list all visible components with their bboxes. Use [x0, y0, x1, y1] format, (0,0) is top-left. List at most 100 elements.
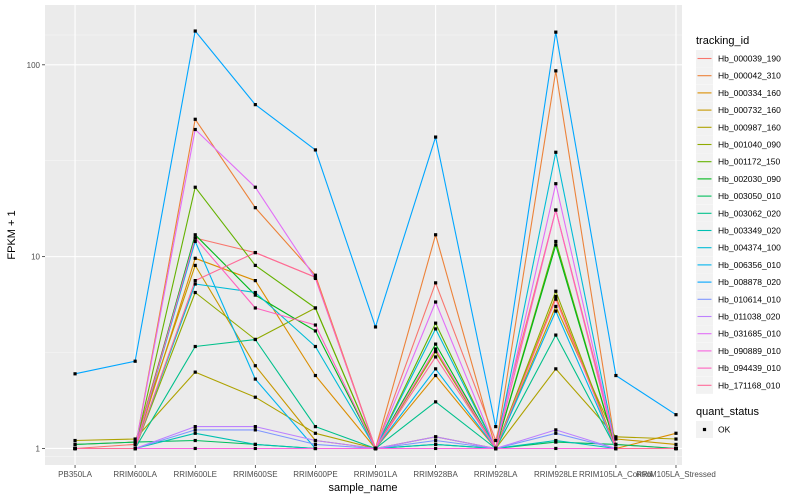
data-point — [434, 442, 438, 447]
legend-label: Hb_000039_190 — [718, 54, 781, 64]
grid-minor — [45, 34, 682, 458]
legend-label: Hb_171168_010 — [718, 380, 781, 390]
data-point — [554, 367, 558, 371]
y-tick-label: 1 — [36, 444, 41, 453]
legend-items: Hb_000039_190 Hb_000042_310 Hb_000334_160 H… — [696, 50, 781, 394]
data-point — [554, 150, 558, 154]
data-point — [193, 446, 197, 451]
data-point — [253, 103, 257, 107]
data-point — [554, 438, 558, 443]
data-point — [434, 373, 438, 378]
data-point — [253, 279, 257, 283]
legend-label: Hb_090889_010 — [718, 346, 781, 356]
data-point — [674, 431, 678, 435]
x-tick-label: RRIM600LE — [173, 470, 217, 479]
data-point — [434, 367, 438, 371]
data-point — [133, 446, 137, 451]
data-point — [434, 281, 438, 285]
y-tick-label: 10 — [31, 253, 40, 262]
legend-label: Hb_003349_020 — [718, 226, 781, 236]
data-point — [253, 428, 257, 432]
data-point — [313, 446, 318, 451]
data-point — [674, 442, 678, 447]
legend-label: Hb_000987_160 — [718, 122, 781, 132]
data-point — [554, 182, 558, 186]
data-point — [193, 256, 197, 260]
x-tick-label: RRIM105LA_Control — [579, 470, 653, 479]
data-point — [373, 446, 378, 451]
data-point — [133, 442, 137, 447]
data-point — [494, 446, 498, 451]
data-point — [253, 446, 257, 451]
data-point — [434, 233, 438, 237]
x-tick-label: RRIM928BA — [413, 470, 458, 479]
data-point — [313, 431, 318, 435]
data-point — [554, 69, 558, 73]
data-point — [253, 250, 257, 255]
data-point — [253, 206, 257, 210]
y-axis: 1 10 100 — [27, 61, 45, 453]
data-point — [253, 290, 257, 295]
data-point — [193, 29, 197, 33]
x-axis-title: sample_name — [328, 482, 397, 494]
data-point — [193, 263, 197, 268]
data-point — [434, 349, 438, 354]
x-tick-label: RRIM600SE — [233, 470, 277, 479]
data-point — [434, 321, 438, 325]
legend-shape-label: OK — [718, 425, 731, 435]
data-point — [674, 437, 678, 441]
data-point — [73, 438, 77, 443]
data-point — [193, 117, 197, 121]
data-point — [253, 337, 257, 342]
data-point — [494, 438, 498, 443]
data-point — [253, 306, 257, 310]
data-point — [434, 327, 438, 331]
data-point — [554, 297, 558, 301]
legend-label: Hb_001172_150 — [718, 157, 781, 167]
data-point — [554, 309, 558, 313]
x-axis: PB350LA RRIM600LA RRIM600LE RRIM600SE RRIM60… — [58, 465, 716, 479]
data-point — [434, 135, 438, 139]
legend-shape: OK — [696, 421, 731, 438]
data-point — [193, 282, 197, 286]
data-point — [193, 438, 197, 443]
x-tick-label: PB350LA — [58, 470, 92, 479]
legend-label: Hb_010614_010 — [718, 294, 781, 304]
data-point — [313, 373, 318, 378]
data-point — [313, 425, 318, 429]
x-tick-label: RRIM928LE — [534, 470, 578, 479]
data-point — [373, 325, 378, 329]
x-tick-label: RRIM901LA — [354, 470, 398, 479]
data-point — [674, 413, 678, 417]
data-point — [434, 400, 438, 404]
legend-label: Hb_000732_160 — [718, 105, 781, 115]
data-point — [554, 333, 558, 337]
legend-label: Hb_003050_010 — [718, 191, 781, 201]
data-point — [313, 344, 318, 349]
data-point — [434, 347, 438, 351]
data-point — [554, 428, 558, 432]
legend-label: Hb_000042_310 — [718, 71, 781, 81]
data-point — [313, 323, 318, 327]
data-point — [193, 344, 197, 349]
data-point — [193, 236, 197, 240]
data-point — [193, 370, 197, 374]
data-point — [193, 431, 197, 435]
legend-title: tracking_id — [696, 35, 749, 47]
data-point — [253, 425, 257, 429]
data-point — [434, 438, 438, 443]
legend-label: Hb_031685_010 — [718, 329, 781, 339]
x-tick-label: RRIM600PE — [293, 470, 337, 479]
legend-label: Hb_000334_160 — [718, 88, 781, 98]
data-point — [253, 377, 257, 381]
data-point — [554, 294, 558, 299]
data-point — [434, 446, 438, 451]
x-tick-label: RRIM105LA_Stressed — [636, 470, 716, 479]
data-point — [133, 440, 137, 444]
legend-shape-title: quant_status — [696, 406, 759, 418]
data-point — [554, 30, 558, 34]
data-point — [674, 446, 678, 451]
data-point — [313, 438, 318, 443]
data-point — [313, 329, 318, 333]
